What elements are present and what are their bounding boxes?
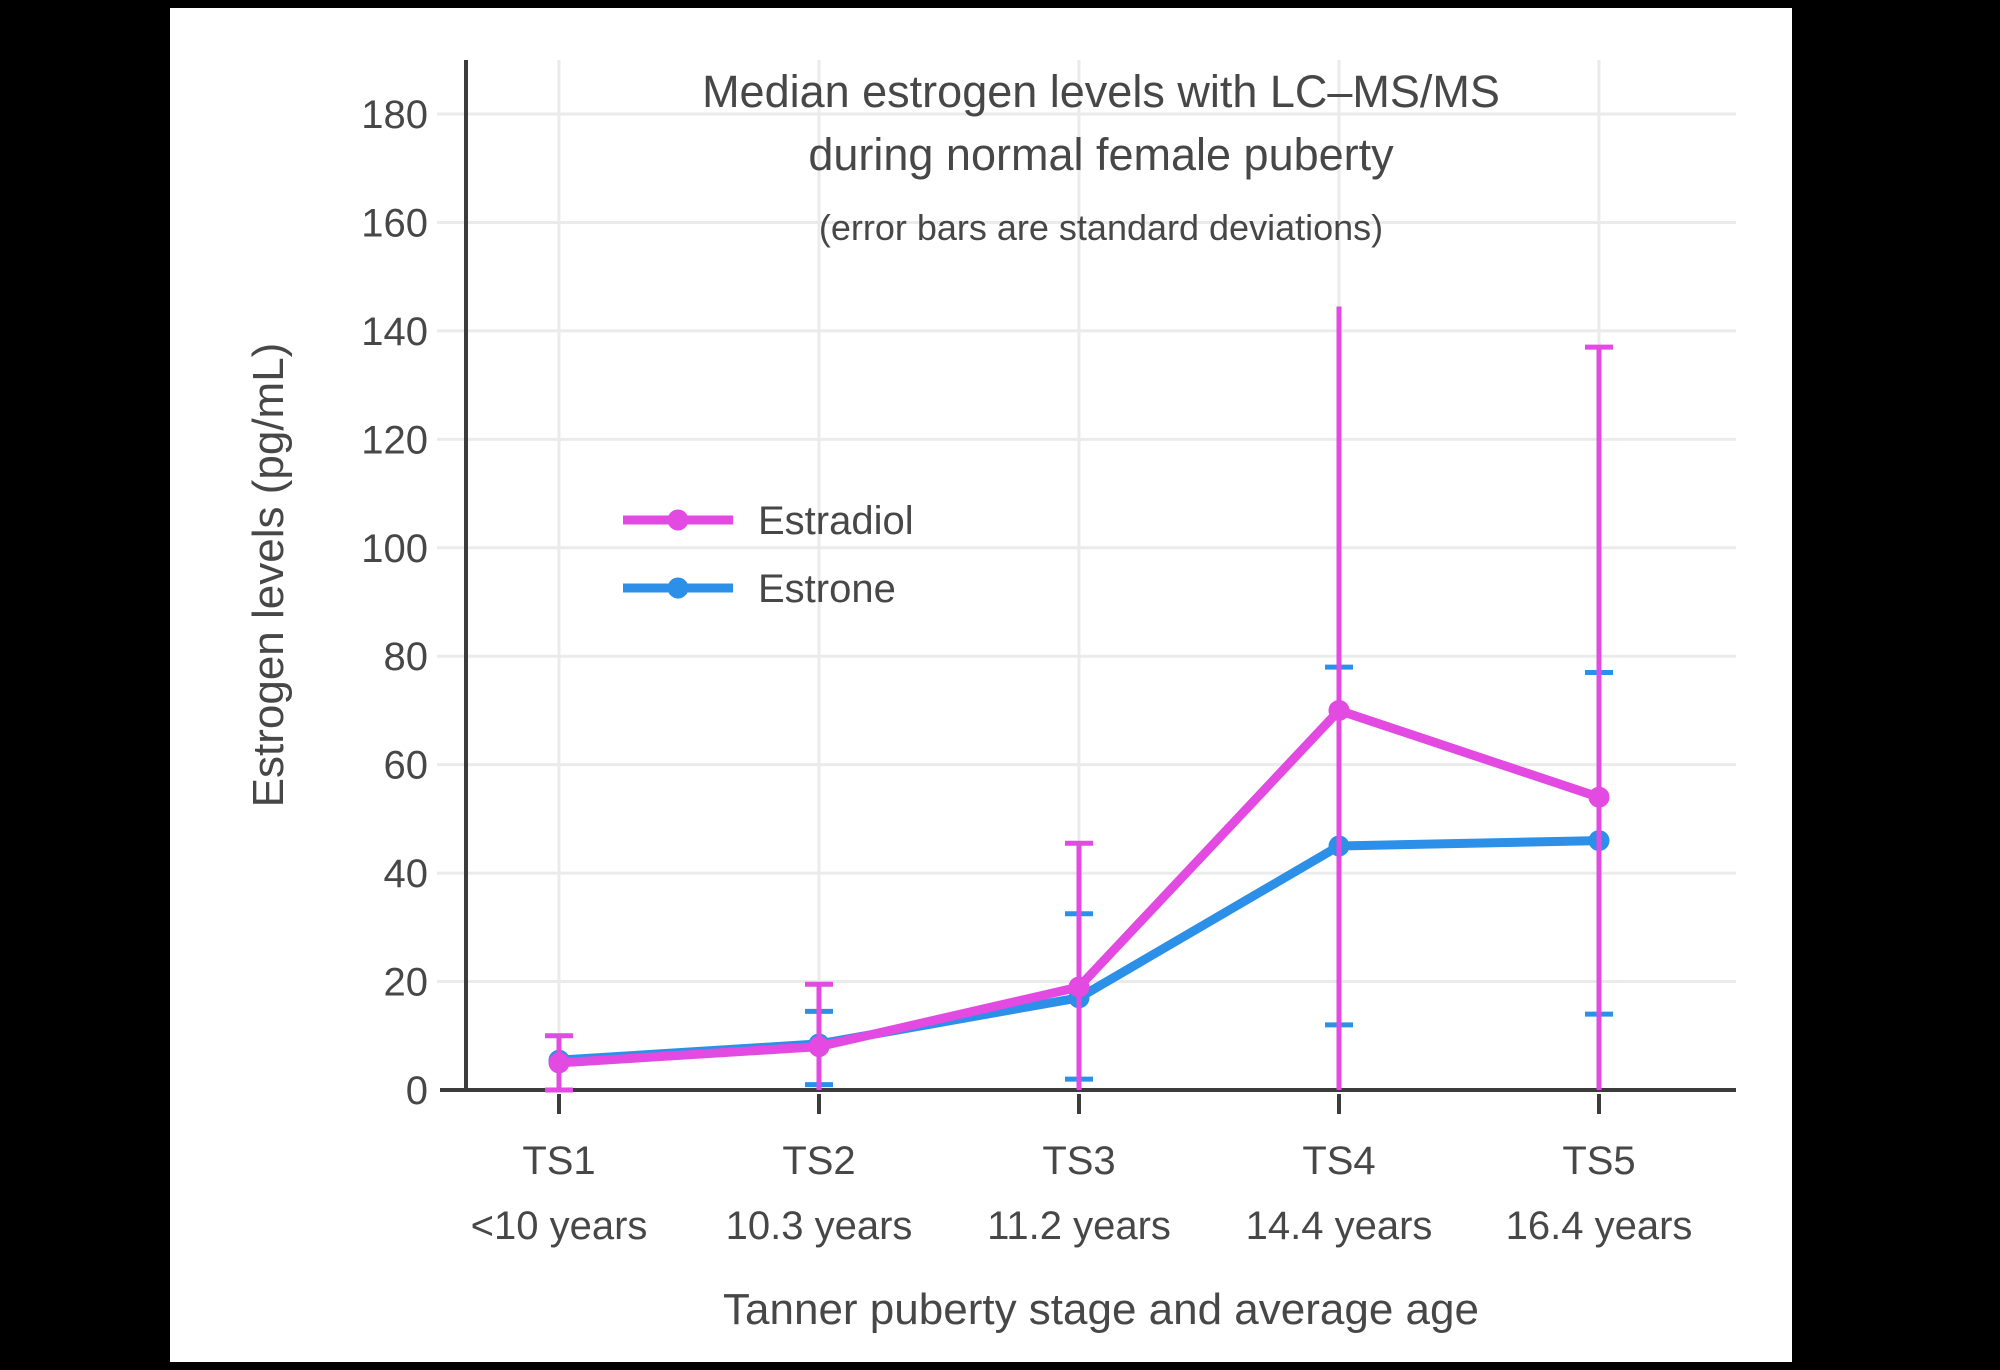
x-tick-label-stage: TS5 [1562, 1139, 1635, 1183]
y-tick-label: 60 [384, 744, 429, 788]
legend-marker [667, 509, 689, 531]
y-tick-label: 180 [361, 93, 428, 137]
y-tick-label: 40 [384, 852, 429, 896]
x-tick-label-age: 10.3 years [726, 1204, 913, 1248]
x-tick-label-age: 14.4 years [1246, 1204, 1433, 1248]
x-tick-label-stage: TS3 [1042, 1139, 1115, 1183]
y-tick-label: 120 [361, 418, 428, 462]
figure-canvas: 0 20 40 60 80 100 120 140 160 180 TS1 <10 years TS2 1… [170, 8, 1792, 1362]
data-point-estradiol [548, 1052, 570, 1074]
series-estradiol [545, 306, 1613, 1093]
data-point-estradiol [1328, 699, 1350, 721]
legend-marker [667, 577, 689, 599]
data-point-estradiol [1068, 976, 1090, 998]
x-tick-label-age: <10 years [471, 1204, 648, 1248]
x-axis-title: Tanner puberty stage and average age [723, 1285, 1479, 1334]
chart-title-line2: during normal female puberty [808, 129, 1394, 180]
y-tick-label: 140 [361, 310, 428, 354]
legend-item-estradiol: Estradiol [623, 499, 914, 543]
y-tick-label: 0 [406, 1069, 428, 1113]
legend-label: Estradiol [758, 499, 914, 543]
chart-title-line1: Median estrogen levels with LC–MS/MS [702, 66, 1500, 117]
x-tick-label-age: 16.4 years [1506, 1204, 1693, 1248]
legend-label: Estrone [758, 567, 896, 611]
chart-subtitle: (error bars are standard deviations) [819, 207, 1383, 248]
y-tick-label: 160 [361, 201, 428, 245]
legend-item-estrone: Estrone [623, 567, 896, 611]
estrogen-levels-chart: 0 20 40 60 80 100 120 140 160 180 TS1 <10 years TS2 1… [244, 60, 1736, 1334]
x-tick-label-stage: TS1 [522, 1139, 595, 1183]
x-tick-label-stage: TS2 [782, 1139, 855, 1183]
x-tick-label-stage: TS4 [1302, 1139, 1375, 1183]
data-point-estradiol [1588, 786, 1610, 808]
y-tick-label: 80 [384, 635, 429, 679]
x-tick-label-age: 11.2 years [987, 1204, 1171, 1248]
data-point-estradiol [808, 1036, 830, 1058]
y-tick-label: 100 [361, 527, 428, 571]
y-axis-title: Estrogen levels (pg/mL) [244, 343, 293, 808]
y-tick-label: 20 [384, 961, 429, 1005]
